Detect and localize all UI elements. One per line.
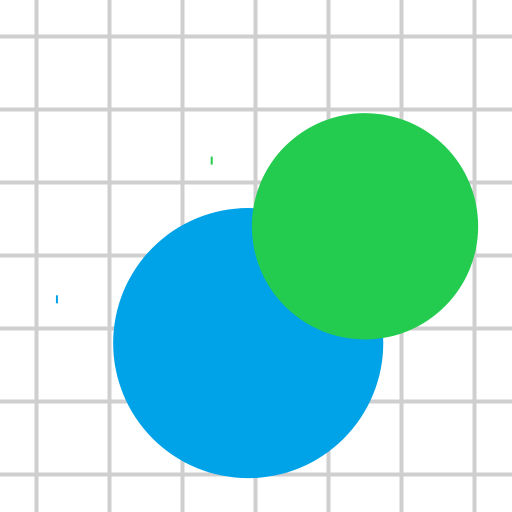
player-cells	[113, 113, 479, 479]
food-pellets	[55, 156, 213, 304]
green-player-cell[interactable]	[251, 113, 479, 340]
pellet-blue	[55, 295, 58, 304]
pellet-green	[210, 156, 213, 165]
